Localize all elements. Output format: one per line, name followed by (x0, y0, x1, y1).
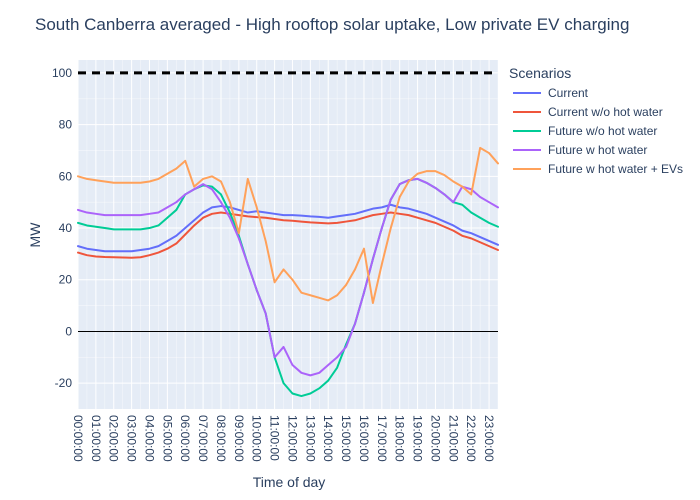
legend-item[interactable]: Future w/o hot water (513, 124, 657, 138)
x-tick-label: 13:00:00 (303, 415, 317, 462)
legend[interactable]: Scenarios Current Current w/o hot water Fu… (509, 65, 683, 176)
y-tick-label: 80 (59, 118, 73, 132)
x-tick-label: 18:00:00 (393, 415, 407, 462)
legend-label: Future w hot water (548, 143, 647, 157)
y-tick-label: 100 (52, 66, 72, 80)
x-tick-label: 12:00:00 (285, 415, 299, 462)
y-tick-label: 40 (59, 221, 73, 235)
x-tick-label: 00:00:00 (71, 415, 85, 462)
legend-label: Future w hot water + EVs (548, 162, 683, 176)
legend-title: Scenarios (509, 65, 571, 81)
legend-label: Future w/o hot water (548, 124, 657, 138)
x-tick-label: 06:00:00 (178, 415, 192, 462)
legend-item[interactable]: Future w hot water (513, 143, 647, 157)
series-lines (77, 146, 499, 398)
x-tick-label: 22:00:00 (464, 415, 478, 462)
legend-item[interactable]: Current w/o hot water (513, 105, 663, 119)
x-tick-label: 09:00:00 (232, 415, 246, 462)
x-tick-label: 08:00:00 (214, 415, 228, 462)
y-axis-title: MW (27, 222, 43, 248)
x-tick-label: 16:00:00 (357, 415, 371, 462)
x-tick-label: 19:00:00 (411, 415, 425, 462)
y-tick-label: 60 (59, 169, 73, 183)
x-axis-title: Time of day (253, 474, 326, 490)
x-tick-label: 23:00:00 (482, 415, 496, 462)
x-axis-ticks: 00:00:00 01:00:00 02:00:00 03:00:00 04:00:00… (71, 415, 496, 462)
legend-item[interactable]: Future w hot water + EVs (513, 162, 683, 176)
x-tick-label: 02:00:00 (107, 415, 121, 462)
x-tick-label: 14:00:00 (321, 415, 335, 462)
y-tick-label: -20 (55, 376, 73, 390)
legend-label: Current (548, 86, 589, 100)
x-tick-label: 20:00:00 (428, 415, 442, 462)
reference-lines (78, 71, 498, 332)
x-tick-label: 21:00:00 (446, 415, 460, 462)
series-line-current-w-o-hot-water (77, 211, 499, 259)
x-tick-label: 04:00:00 (142, 415, 156, 462)
x-tick-label: 17:00:00 (375, 415, 389, 462)
x-tick-label: 03:00:00 (125, 415, 139, 462)
y-tick-label: 0 (65, 324, 72, 338)
plot-area (78, 60, 498, 409)
chart-title: South Canberra averaged - High rooftop s… (35, 15, 629, 34)
y-axis-ticks: -20 0 20 40 60 80 100 (52, 66, 72, 390)
series-line-future-w-hot-water (77, 177, 499, 377)
x-tick-label: 01:00:00 (89, 415, 103, 462)
legend-label: Current w/o hot water (548, 105, 663, 119)
x-tick-label: 15:00:00 (339, 415, 353, 462)
x-tick-label: 07:00:00 (196, 415, 210, 462)
series-line-future-w-hot-water-evs (77, 146, 499, 305)
y-tick-label: 20 (59, 273, 73, 287)
x-tick-label: 05:00:00 (160, 415, 174, 462)
series-line-current (77, 203, 499, 253)
x-tick-label: 11:00:00 (268, 415, 282, 461)
legend-item[interactable]: Current (513, 86, 589, 100)
x-tick-label: 10:00:00 (250, 415, 264, 462)
